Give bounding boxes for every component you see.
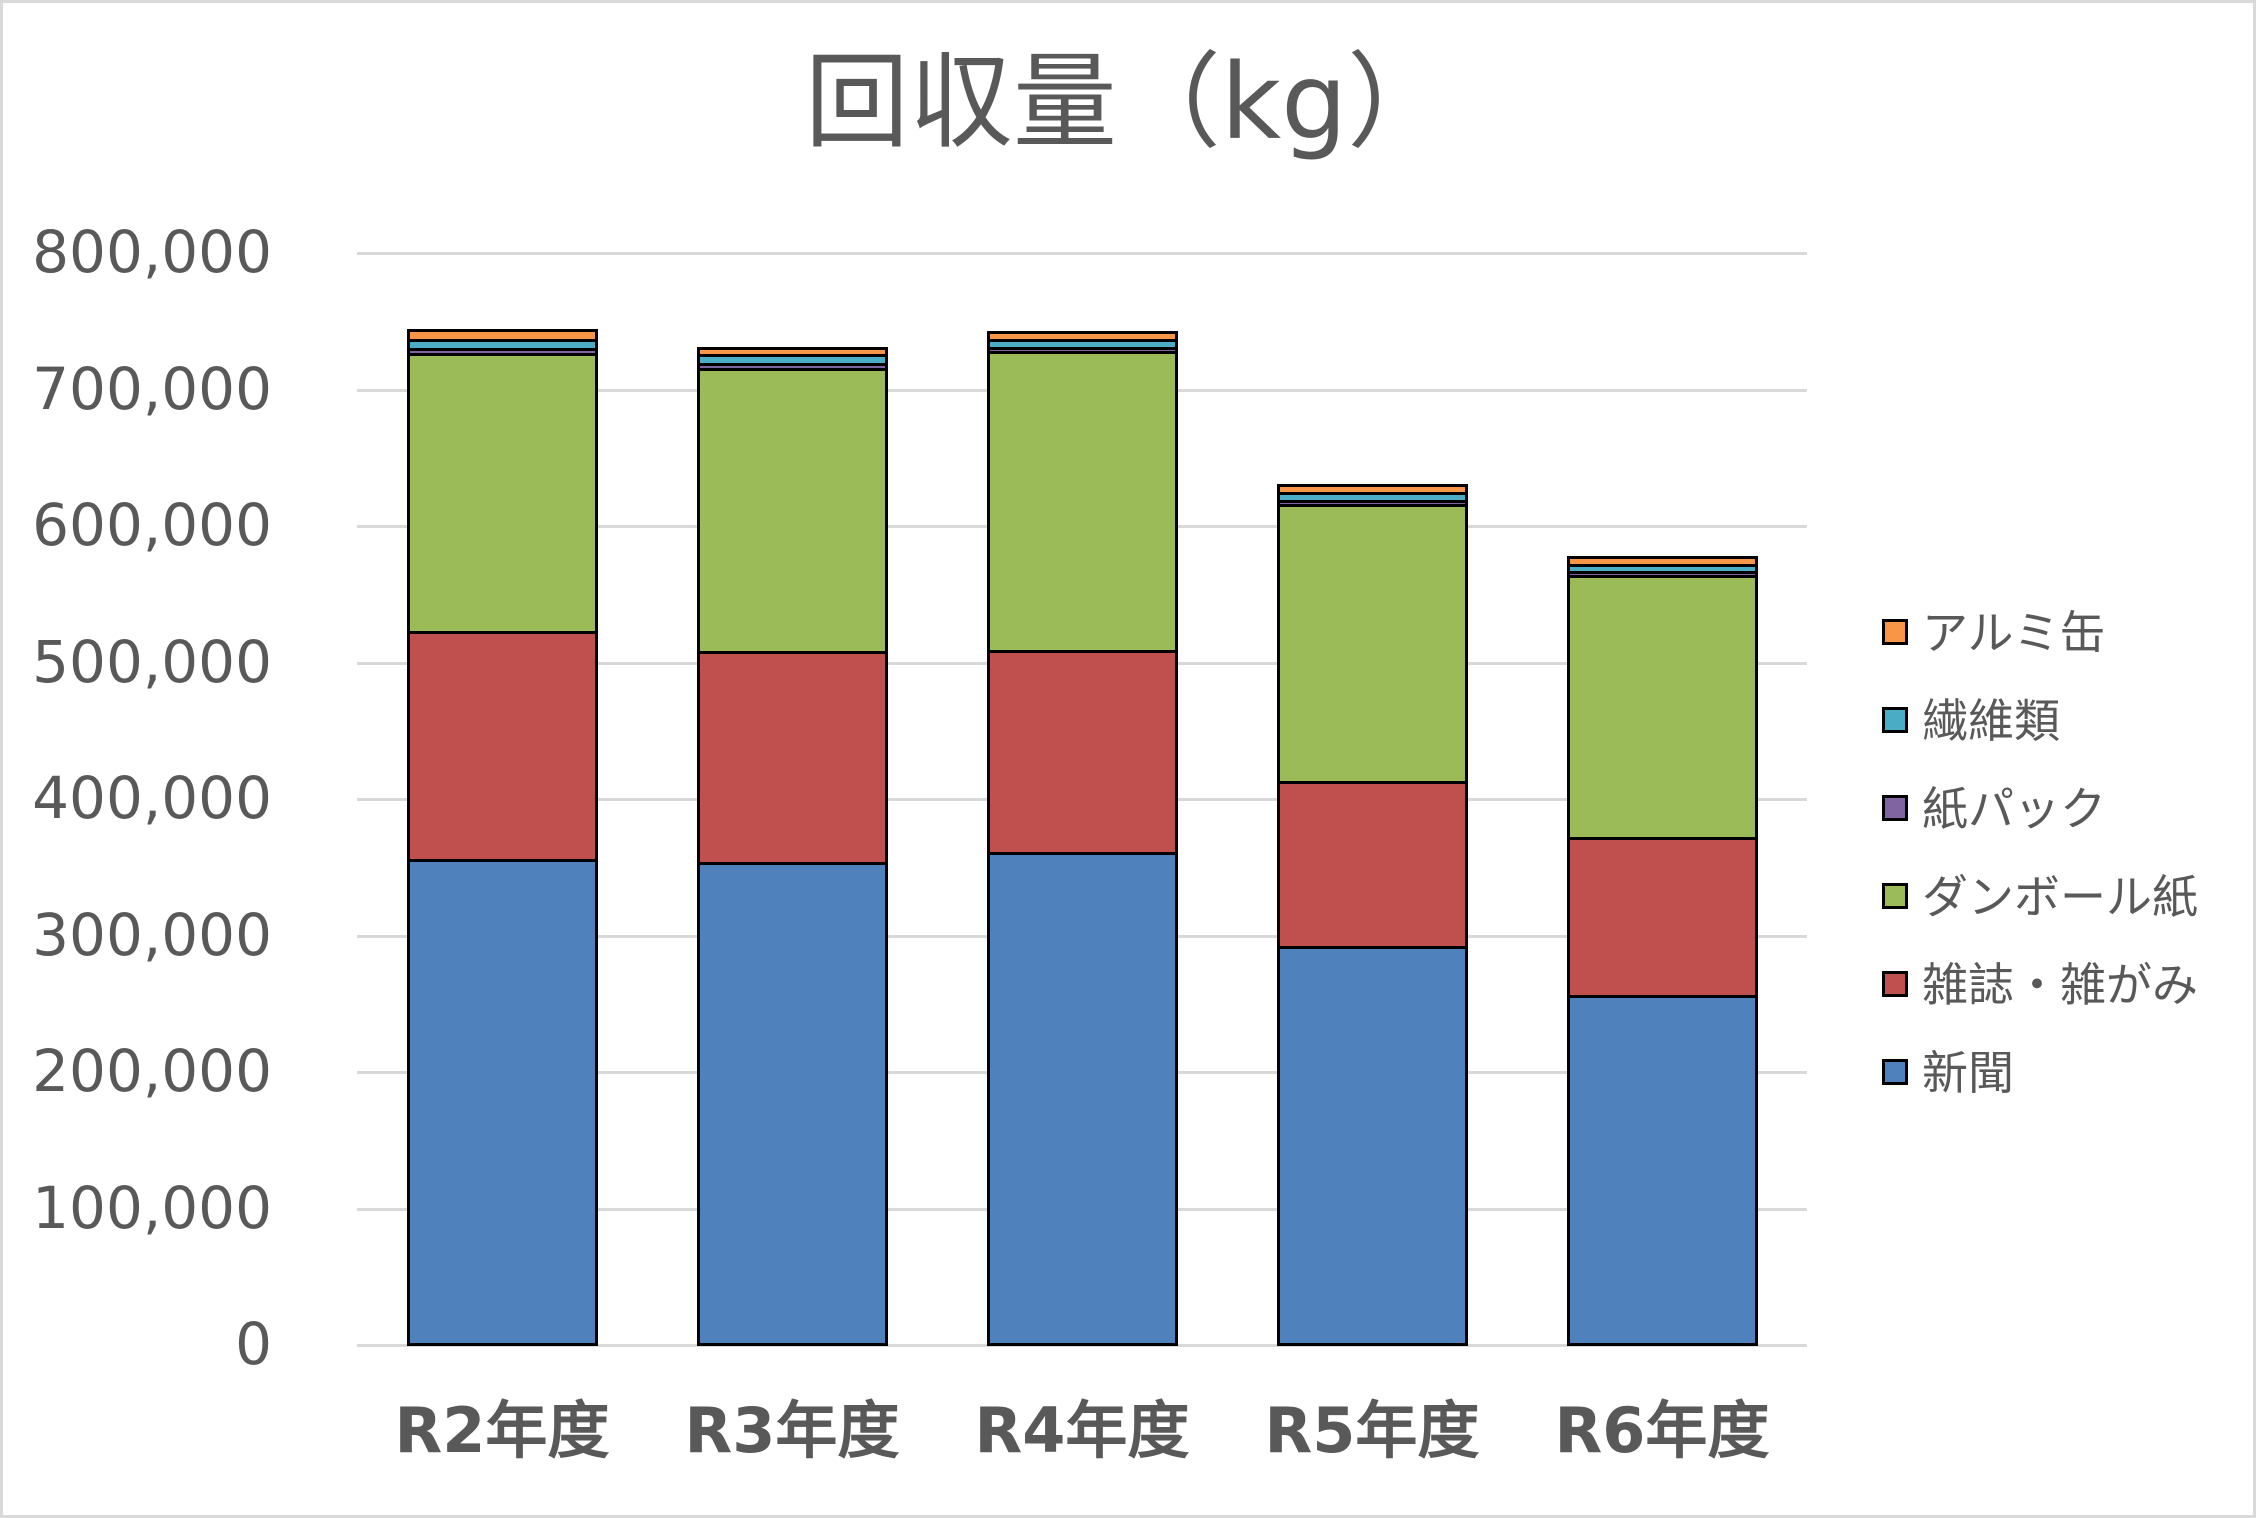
legend-label: ダンボール紙 (1922, 870, 2198, 924)
x-tick-label: R5年度 (1264, 1394, 1480, 1467)
x-tick-label: R4年度 (974, 1394, 1190, 1467)
bar-segment (1276, 946, 1468, 1347)
bar-segment (1566, 995, 1758, 1347)
legend-label: 紙パック (1922, 782, 2106, 836)
legend-swatch-icon (1882, 795, 1908, 821)
y-tick-label: 500,000 (32, 627, 272, 696)
legend-label: 新聞 (1922, 1046, 2014, 1100)
bar-segment (696, 861, 888, 1347)
bar-segment (1566, 555, 1758, 568)
bar-segment (986, 650, 1178, 856)
legend-label: 雑誌・雑がみ (1922, 958, 2198, 1012)
x-tick-label: R2年度 (394, 1394, 610, 1467)
bar-segment (1566, 837, 1758, 999)
y-tick-label: 600,000 (32, 491, 272, 559)
bar-segment (406, 352, 598, 634)
legend-label: アルミ缶 (1922, 606, 2106, 660)
gridline (357, 252, 1807, 255)
legend-label: 繊維類 (1922, 694, 2060, 748)
bar-segment (406, 858, 598, 1347)
chart-title: 回収量（kg） (804, 41, 1452, 163)
legend-swatch-icon (1882, 883, 1908, 909)
y-tick-label: 300,000 (32, 900, 272, 969)
y-tick-label: 700,000 (32, 354, 272, 423)
bar-segment (986, 852, 1178, 1347)
legend-swatch-icon (1882, 707, 1908, 733)
bar-segment (406, 630, 598, 862)
y-tick-label: 800,000 (32, 218, 272, 286)
bar-segment (1276, 504, 1468, 785)
x-tick-label: R3年度 (684, 1394, 900, 1467)
bar-segment (696, 651, 888, 865)
bar-segment (1276, 781, 1468, 950)
bar-segment (986, 351, 1178, 654)
bar-segment (696, 347, 888, 357)
legend-swatch-icon (1882, 1059, 1908, 1085)
y-tick-label: 400,000 (32, 764, 272, 832)
y-tick-label: 100,000 (32, 1173, 272, 1242)
legend-swatch-icon (1882, 619, 1908, 645)
bar-segment (406, 329, 598, 342)
y-tick-label: 0 (235, 1310, 272, 1378)
bar-segment (1566, 575, 1758, 841)
bar-segment (696, 367, 888, 655)
bar-segment (1276, 483, 1468, 495)
x-tick-label: R6年度 (1554, 1394, 1770, 1467)
y-tick-label: 200,000 (32, 1037, 272, 1105)
bar-segment (986, 330, 1178, 342)
legend-swatch-icon (1882, 971, 1908, 997)
